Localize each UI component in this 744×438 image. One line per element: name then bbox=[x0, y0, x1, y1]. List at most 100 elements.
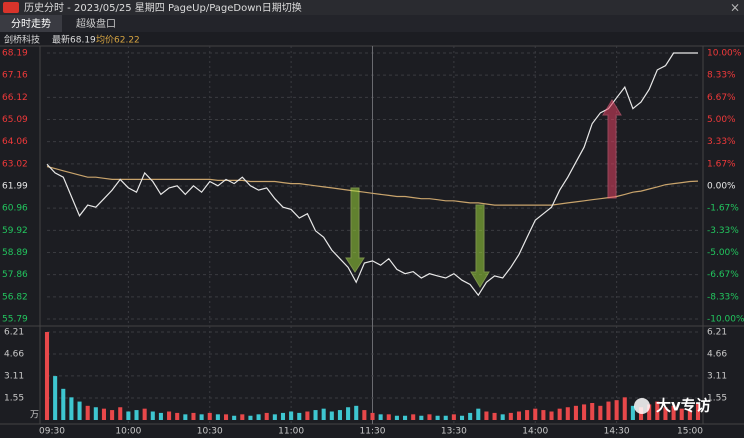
volume-bar bbox=[354, 405, 359, 420]
down-arrow bbox=[470, 204, 490, 288]
volume-unit: 万 bbox=[30, 411, 39, 421]
volume-bar bbox=[516, 411, 522, 420]
volume-bar bbox=[435, 415, 440, 420]
volume-bar bbox=[183, 414, 188, 420]
up-arrow bbox=[602, 99, 622, 199]
y-tick-label: 64.06 bbox=[2, 137, 28, 147]
volume-bar bbox=[508, 412, 513, 420]
volume-bar bbox=[264, 412, 269, 420]
volume-tick-label: 3.11 bbox=[707, 371, 727, 381]
volume-bar bbox=[533, 408, 538, 420]
volume-bar bbox=[44, 332, 50, 420]
volume-bar bbox=[630, 405, 635, 420]
volume-bar bbox=[280, 412, 286, 420]
line-price bbox=[46, 52, 698, 297]
volume-bar bbox=[223, 414, 229, 420]
volume-bar bbox=[557, 408, 562, 420]
x-tick-label: 10:30 bbox=[197, 427, 223, 437]
volume-bar bbox=[101, 408, 106, 420]
volume-bar bbox=[655, 401, 660, 420]
x-tick-label: 11:30 bbox=[360, 427, 386, 437]
volume-bar bbox=[541, 410, 546, 420]
tab[interactable]: 超级盘口 bbox=[76, 17, 116, 30]
watermark: 大v专访 bbox=[656, 397, 711, 415]
volume-bar bbox=[500, 414, 505, 420]
y2-tick-label: 3.33% bbox=[707, 137, 736, 147]
y2-tick-label: -5.00% bbox=[707, 248, 739, 258]
volume-bar bbox=[695, 402, 701, 420]
volume-tick-label: 4.66 bbox=[4, 349, 24, 359]
x-tick-label: 15:00 bbox=[677, 427, 703, 437]
volume-bar bbox=[443, 415, 448, 420]
volume-bar bbox=[565, 407, 570, 420]
volume-bar bbox=[207, 412, 212, 420]
volume-bar bbox=[671, 405, 676, 420]
volume-bar bbox=[419, 415, 424, 420]
volume-bar bbox=[525, 410, 530, 420]
volume-bar bbox=[69, 397, 74, 420]
volume-bar bbox=[573, 405, 578, 420]
volume-bar bbox=[606, 401, 611, 420]
volume-bar bbox=[346, 407, 351, 420]
x-tick-label: 14:30 bbox=[604, 427, 630, 437]
volume-bar bbox=[451, 414, 456, 420]
y-tick-label: 68.19 bbox=[2, 49, 28, 59]
volume-tick-label: 1.55 bbox=[4, 394, 24, 404]
tab-bar bbox=[0, 15, 744, 32]
volume-bar bbox=[687, 410, 692, 420]
y2-tick-label: -6.67% bbox=[707, 270, 739, 280]
volume-bar bbox=[590, 402, 595, 420]
volume-bar bbox=[93, 407, 98, 420]
volume-bar bbox=[329, 411, 334, 420]
x-tick-label: 13:30 bbox=[441, 427, 467, 437]
volume-bar bbox=[484, 411, 489, 420]
volume-bar bbox=[240, 414, 245, 420]
y2-tick-label: -1.67% bbox=[707, 204, 739, 214]
volume-bar bbox=[167, 411, 172, 420]
stock-name: 剑桥科技 bbox=[4, 34, 40, 46]
volume-bar bbox=[142, 408, 147, 420]
volume-bar bbox=[150, 411, 155, 420]
tab[interactable]: 分时走势 bbox=[11, 17, 51, 30]
volume-bar bbox=[647, 404, 652, 420]
y-tick-label: 56.82 bbox=[2, 292, 28, 302]
volume-bar bbox=[459, 415, 465, 420]
x-tick-label: 09:30 bbox=[39, 427, 65, 437]
volume-bar bbox=[232, 415, 237, 420]
volume-bar bbox=[248, 415, 253, 420]
y2-tick-label: -3.33% bbox=[707, 226, 739, 236]
x-tick-label: 10:00 bbox=[115, 427, 141, 437]
volume-tick-label: 1.55 bbox=[707, 394, 727, 404]
y2-tick-label: 6.67% bbox=[707, 93, 736, 103]
y2-tick-label: 0.00% bbox=[707, 182, 736, 192]
down-arrow bbox=[345, 187, 365, 273]
volume-bar bbox=[126, 411, 131, 420]
y-tick-label: 67.16 bbox=[2, 71, 28, 81]
volume-bar bbox=[272, 414, 277, 420]
volume-bar bbox=[663, 407, 668, 420]
annotation-arrows bbox=[345, 99, 622, 288]
volume-tick-label: 6.21 bbox=[707, 328, 727, 338]
volume-bar bbox=[476, 408, 481, 420]
volume-bar bbox=[411, 414, 416, 420]
volume-bar bbox=[427, 414, 432, 420]
volume-bar bbox=[468, 412, 473, 420]
y-tick-label: 58.89 bbox=[2, 248, 28, 258]
y2-tick-label: 1.67% bbox=[707, 159, 736, 169]
close-button[interactable]: × bbox=[730, 1, 740, 15]
average-price: 均价62.22 bbox=[96, 34, 140, 46]
volume-bar bbox=[85, 405, 90, 420]
volume-bar bbox=[622, 397, 627, 420]
volume-bar bbox=[386, 414, 391, 420]
volume-bar bbox=[158, 412, 163, 420]
volume-bar bbox=[305, 411, 310, 420]
volume-tick-label: 3.11 bbox=[4, 371, 24, 381]
volume-tick-label: 6.21 bbox=[4, 328, 24, 338]
title-bar bbox=[0, 0, 744, 15]
volume-bar bbox=[118, 407, 123, 420]
y-tick-label: 61.99 bbox=[2, 182, 28, 192]
volume-bar bbox=[321, 408, 326, 420]
volume-bar bbox=[362, 410, 367, 420]
tab-active[interactable] bbox=[0, 15, 62, 32]
